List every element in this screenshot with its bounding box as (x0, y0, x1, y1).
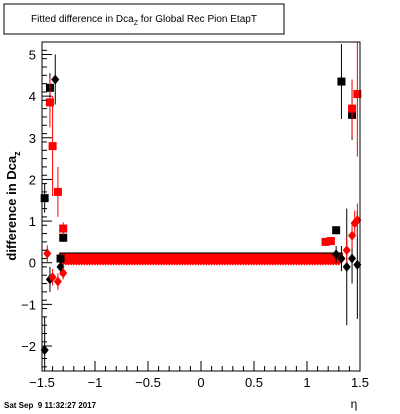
y-tick-label: 4 (29, 89, 36, 104)
red-square-point (45, 98, 54, 107)
x-tick-label: 1.5 (351, 375, 369, 390)
x-tick-label: −1 (88, 375, 103, 390)
red-square-point (48, 142, 57, 151)
black-diamond-point (51, 74, 60, 85)
red-square-point (321, 237, 330, 246)
black-square-point (40, 194, 49, 203)
black-diamond-point (332, 249, 341, 260)
axes: −1.5 −1 −0.5 0 0.5 1 1.5 −2 −1 0 1 2 3 4 5 (21, 47, 369, 390)
y-axis-label: difference in Dcaz (4, 151, 22, 261)
black-square-point (337, 77, 346, 86)
red-square-point (53, 187, 62, 196)
x-tick-label: −1.5 (29, 375, 55, 390)
x-tick-label: 0.5 (245, 375, 263, 390)
plot-area (40, 42, 362, 371)
red-square-point (59, 224, 68, 233)
red-diamond-point (48, 272, 57, 283)
black-diamond-point (337, 253, 346, 264)
black-diamond-point (56, 261, 65, 272)
red-square-point (326, 237, 335, 246)
red-diamond-point (59, 268, 68, 279)
red-diamond-point (342, 245, 351, 256)
chart-title: Fitted difference in DcaZ for Global Rec… (31, 14, 257, 27)
x-tick-label: −0.5 (135, 375, 161, 390)
y-tick-label: 2 (29, 172, 36, 187)
title-box (3, 3, 285, 35)
y-tick-label: 3 (29, 131, 36, 146)
plot-frame (41, 41, 361, 372)
red-diamond-point (348, 230, 357, 241)
black-diamond-point (342, 261, 351, 272)
black-square-point (59, 233, 68, 242)
red-square-point (353, 90, 362, 99)
y-tick-label: 0 (29, 256, 36, 271)
y-tick-label: −2 (21, 339, 36, 354)
black-diamond-point (353, 259, 362, 270)
y-tick-label: −1 (21, 297, 36, 312)
y-tick-label: 1 (29, 214, 36, 229)
y-tick-label: 5 (29, 47, 36, 62)
red-square-point (348, 104, 357, 113)
timestamp: Sat Sep 9 11:32:27 2017 (4, 401, 97, 410)
black-square-point (56, 254, 65, 263)
black-diamond-point (348, 253, 357, 264)
x-axis-label: η (351, 397, 358, 411)
x-tick-label: 0 (197, 375, 204, 390)
red-diamond-point (43, 248, 52, 259)
black-square-point (332, 226, 341, 235)
x-tick-label: 1 (303, 375, 310, 390)
red-diamond-point (353, 215, 362, 226)
red-diamond-point (53, 276, 62, 287)
